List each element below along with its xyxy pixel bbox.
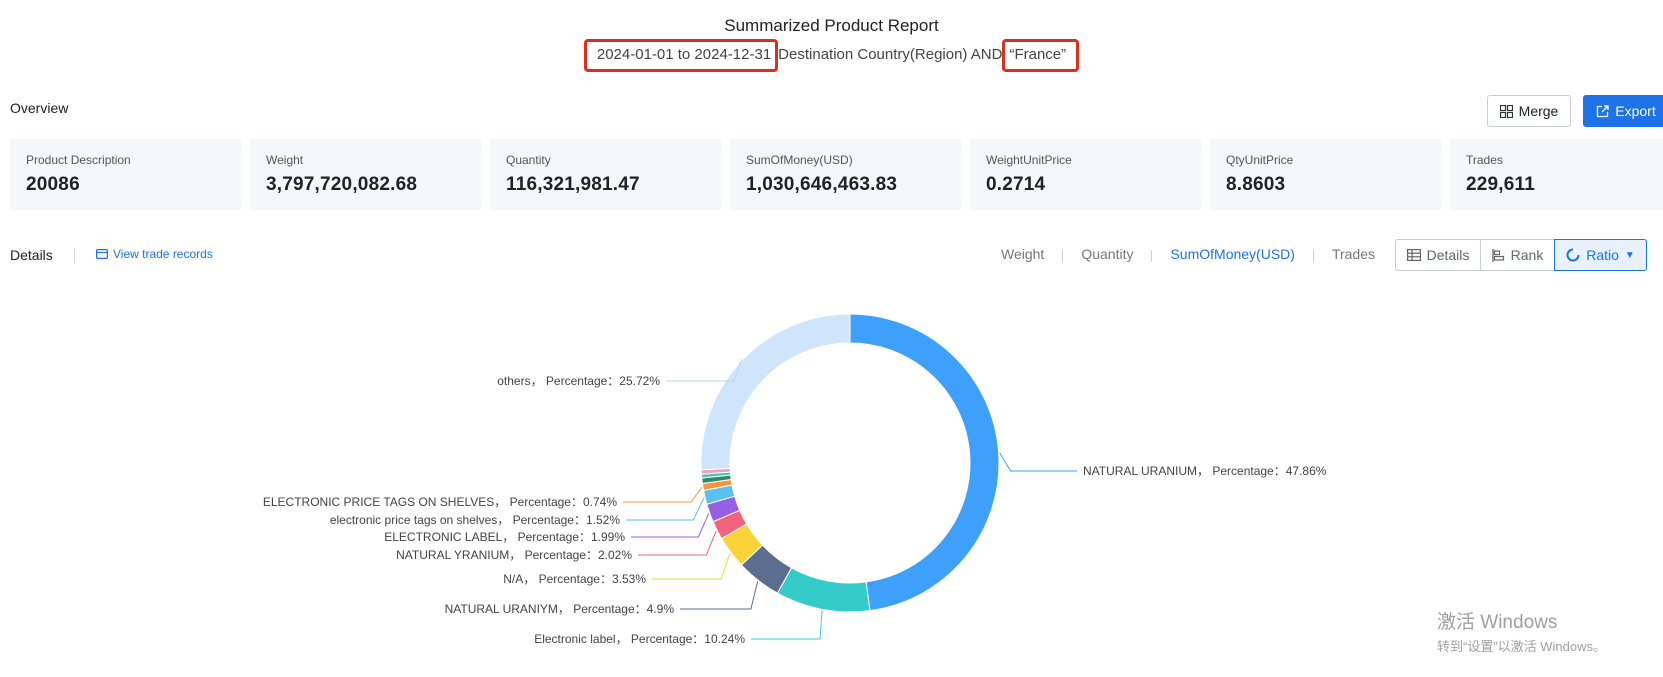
donut-slice-electronic-label[interactable] bbox=[776, 567, 871, 613]
slice-label-n-a: N/A， Percentage：3.53% bbox=[503, 572, 646, 586]
stat-value: 0.2714 bbox=[986, 174, 1046, 195]
stat-card-trades: Trades 229,611 bbox=[1450, 139, 1663, 210]
export-button[interactable]: Export bbox=[1583, 95, 1663, 127]
windows-activation-watermark: 激活 Windows 转到“设置”以激活 Windows。 bbox=[1437, 607, 1606, 655]
label-leader-line bbox=[631, 513, 710, 538]
stat-card-quantity: Quantity 116,321,981.47 bbox=[490, 139, 721, 210]
watermark-title: 激活 Windows bbox=[1437, 612, 1558, 633]
overview-stats: Product Description 20086 Weight 3,797,7… bbox=[10, 139, 1663, 210]
table-icon bbox=[1406, 249, 1421, 261]
report-subtitle: 2024-01-01 to 2024-12-31 Destination Coun… bbox=[0, 39, 1663, 72]
bar-rank-icon bbox=[1492, 248, 1504, 262]
stat-value: 229,611 bbox=[1466, 174, 1536, 195]
merge-icon bbox=[1499, 104, 1513, 118]
rank-view-button[interactable]: Rank bbox=[1480, 239, 1555, 271]
external-link-icon bbox=[1597, 104, 1609, 117]
details-label: Details bbox=[10, 247, 53, 263]
watermark-subtitle: 转到“设置”以激活 Windows。 bbox=[1437, 639, 1607, 654]
stat-value: 20086 bbox=[26, 174, 80, 195]
tab-trades[interactable]: Trades bbox=[1331, 246, 1375, 262]
ratio-view-button[interactable]: Ratio ▼ bbox=[1554, 239, 1647, 271]
criteria-text: Destination Country(Region) AND bbox=[778, 46, 1003, 63]
overview-label: Overview bbox=[10, 100, 69, 116]
label-leader-line bbox=[623, 486, 703, 503]
view-trade-records-label: View trade records bbox=[113, 247, 213, 261]
merge-button[interactable]: Merge bbox=[1487, 95, 1571, 127]
tab-weight[interactable]: Weight bbox=[1001, 246, 1045, 262]
label-leader-line bbox=[652, 552, 731, 580]
slice-label-natural-yranium: NATURAL YRANIUM， Percentage：2.02% bbox=[396, 548, 632, 562]
stat-value: 1,030,646,463.83 bbox=[746, 174, 898, 195]
tab-divider bbox=[1151, 250, 1153, 262]
label-leader-line bbox=[680, 581, 759, 610]
metric-tabs: Weight Quantity SumOfMoney(USD) Trades bbox=[1001, 246, 1375, 262]
report-title: Summarized Product Report bbox=[724, 16, 939, 35]
stat-label: SumOfMoney(USD) bbox=[746, 153, 853, 167]
card-icon bbox=[96, 249, 108, 259]
slice-label-electronic-label: Electronic label， Percentage：10.24% bbox=[534, 632, 745, 646]
stat-label: Product Description bbox=[26, 153, 131, 167]
tab-divider bbox=[1312, 250, 1314, 262]
stat-card-sum-of-money: SumOfMoney(USD) 1,030,646,463.83 bbox=[730, 139, 961, 210]
stat-label: Weight bbox=[266, 153, 304, 167]
stat-value: 8.8603 bbox=[1226, 174, 1286, 195]
stat-card-qty-unit-price: QtyUnitPrice 8.8603 bbox=[1210, 139, 1441, 210]
label-leader-line bbox=[999, 452, 1077, 472]
view-trade-records-link[interactable]: View trade records bbox=[96, 247, 213, 261]
stat-card-weight-unit-price: WeightUnitPrice 0.2714 bbox=[970, 139, 1201, 210]
export-label: Export bbox=[1615, 103, 1656, 119]
slice-label-electronic-label: ELECTRONIC LABEL， Percentage：1.99% bbox=[384, 530, 625, 544]
stat-label: WeightUnitPrice bbox=[986, 153, 1072, 167]
label-leader-line bbox=[666, 359, 743, 382]
stat-card-product-description: Product Description 20086 bbox=[10, 139, 241, 210]
donut-slice-others[interactable] bbox=[700, 313, 851, 471]
donut-icon bbox=[1566, 248, 1580, 262]
view-mode-group: Details Rank Ratio ▼ bbox=[1395, 239, 1647, 271]
details-view-button[interactable]: Details bbox=[1395, 239, 1481, 271]
label-leader-line bbox=[626, 497, 705, 521]
slice-label-electronic-price-tags-on-shelves: ELECTRONIC PRICE TAGS ON SHELVES， Percen… bbox=[263, 495, 617, 509]
label-leader-line bbox=[751, 610, 823, 640]
stat-label: QtyUnitPrice bbox=[1226, 153, 1294, 167]
slice-label-others: others， Percentage：25.72% bbox=[497, 374, 660, 388]
details-view-label: Details bbox=[1426, 247, 1470, 263]
caret-down-icon: ▼ bbox=[1624, 249, 1635, 261]
ratio-view-label: Ratio bbox=[1586, 247, 1619, 263]
stat-card-weight: Weight 3,797,720,082.68 bbox=[250, 139, 481, 210]
slice-label-electronic-price-tags-on-shelves: electronic price tags on shelves， Percen… bbox=[330, 513, 620, 527]
rank-view-label: Rank bbox=[1510, 247, 1544, 263]
tab-sum-of-money[interactable]: SumOfMoney(USD) bbox=[1170, 246, 1295, 262]
label-leader-line bbox=[638, 530, 717, 556]
slice-label-natural-uranium: NATURAL URANIUM， Percentage：47.86% bbox=[1083, 464, 1327, 478]
stat-label: Trades bbox=[1466, 153, 1503, 167]
country-value: “France” bbox=[1002, 39, 1080, 72]
tab-divider bbox=[1062, 250, 1064, 262]
slice-label-natural-uraniym: NATURAL URANIYM， Percentage：4.9% bbox=[445, 602, 675, 616]
date-range: 2024-01-01 to 2024-12-31 bbox=[583, 39, 779, 72]
stat-value: 3,797,720,082.68 bbox=[266, 174, 418, 195]
ratio-donut-chart: NATURAL URANIUM， Percentage：47.86% Electr… bbox=[263, 313, 1327, 646]
merge-label: Merge bbox=[1518, 103, 1559, 119]
donut-slice-natural-uranium[interactable] bbox=[849, 313, 1000, 612]
tab-quantity[interactable]: Quantity bbox=[1081, 246, 1134, 262]
stat-label: Quantity bbox=[506, 153, 551, 167]
divider bbox=[74, 248, 75, 263]
stat-value: 116,321,981.47 bbox=[506, 174, 640, 195]
